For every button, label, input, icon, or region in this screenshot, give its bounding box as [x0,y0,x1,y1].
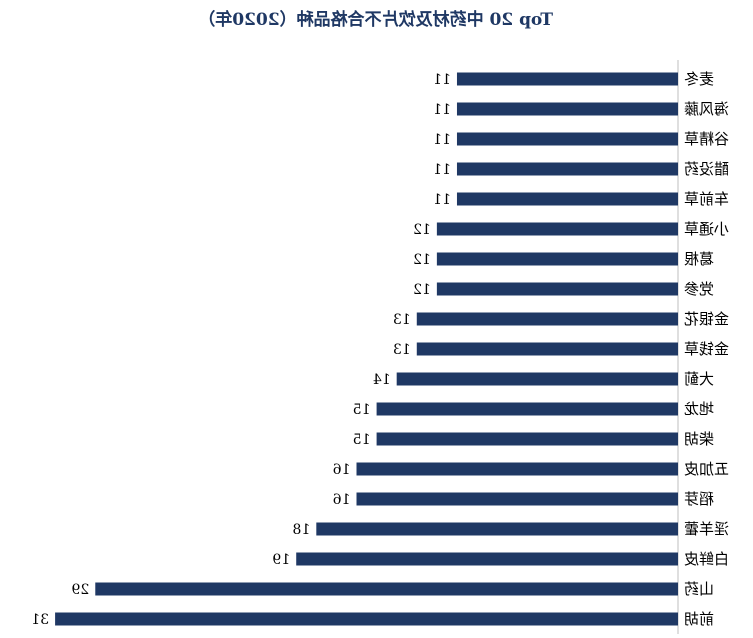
bar-2 [456,102,678,116]
category-label-14: 五加皮 [684,460,729,478]
category-label-11: 大蓟 [684,370,714,388]
value-label-16: 18 [292,522,310,538]
value-label-12: 15 [353,402,371,418]
category-label-8: 党参 [684,280,714,298]
bar-9 [416,312,678,326]
category-label-1: 麦冬 [684,70,714,88]
bar-3 [456,132,678,146]
category-label-4: 醋没药 [684,160,729,178]
bar-19 [55,612,678,626]
category-label-2: 海风藤 [684,100,729,118]
bar-4 [456,162,678,176]
bar-14 [356,462,678,476]
value-label-15: 16 [333,492,351,508]
category-labels-layer: 麦冬海风藤谷精草醋没药车前草小通草葛根党参金银花金钱草大蓟地龙柴胡五加皮稻芽淫羊… [684,70,729,628]
bar-7 [436,252,678,266]
value-label-17: 19 [272,552,290,568]
bar-5 [456,192,678,206]
value-label-18: 29 [71,582,89,598]
value-label-7: 12 [413,252,431,268]
category-label-16: 淫羊藿 [684,520,729,538]
bar-16 [316,522,678,536]
value-label-13: 15 [353,432,371,448]
category-label-17: 白鲜皮 [684,550,729,568]
category-label-12: 地龙 [684,400,714,418]
category-label-15: 稻芽 [684,490,714,508]
value-label-10: 13 [393,342,411,358]
value-label-19: 31 [31,612,49,628]
category-label-9: 金银花 [684,310,729,328]
value-label-2: 11 [433,102,451,118]
category-label-10: 金钱草 [684,340,729,358]
chart-title: Top 20 中药材及饮片不合格品种（2020年） [198,9,553,30]
bar-8 [436,282,678,296]
category-label-18: 山药 [684,580,714,598]
category-label-5: 车前草 [684,190,729,208]
bar-6 [436,222,678,236]
bar-17 [296,552,678,566]
category-label-19: 前胡 [684,610,714,628]
value-label-11: 14 [373,372,391,388]
value-label-14: 16 [333,462,351,478]
category-label-7: 葛根 [684,250,714,268]
bar-12 [376,402,678,416]
value-label-8: 12 [413,282,431,298]
value-label-1: 11 [433,72,451,88]
value-label-4: 11 [433,162,451,178]
category-label-3: 谷精草 [684,130,729,148]
value-label-5: 11 [433,192,451,208]
bar-15 [356,492,678,506]
value-label-3: 11 [433,132,451,148]
bar-13 [376,432,678,446]
value-label-6: 12 [413,222,431,238]
bar-10 [416,342,678,356]
category-label-6: 小通草 [684,220,729,238]
value-label-9: 13 [393,312,411,328]
bar-1 [456,72,678,86]
bars-layer [55,72,678,626]
category-label-13: 柴胡 [684,430,714,448]
bar-18 [95,582,678,596]
bar-11 [396,372,678,386]
